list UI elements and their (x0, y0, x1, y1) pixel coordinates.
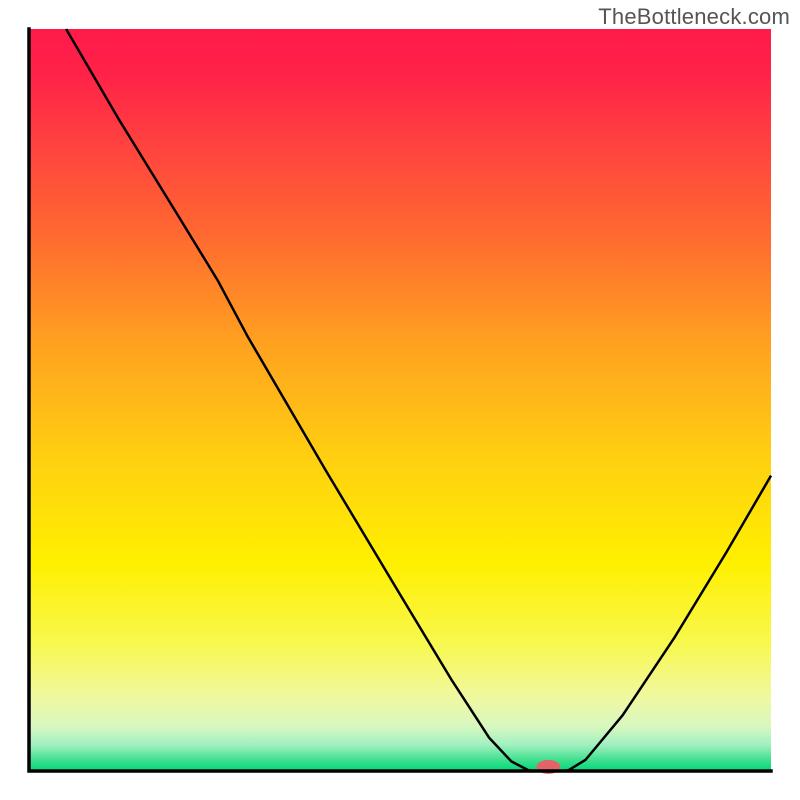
chart-container: TheBottleneck.com (0, 0, 800, 800)
watermark-text: TheBottleneck.com (598, 4, 790, 30)
bottleneck-chart (0, 0, 800, 800)
